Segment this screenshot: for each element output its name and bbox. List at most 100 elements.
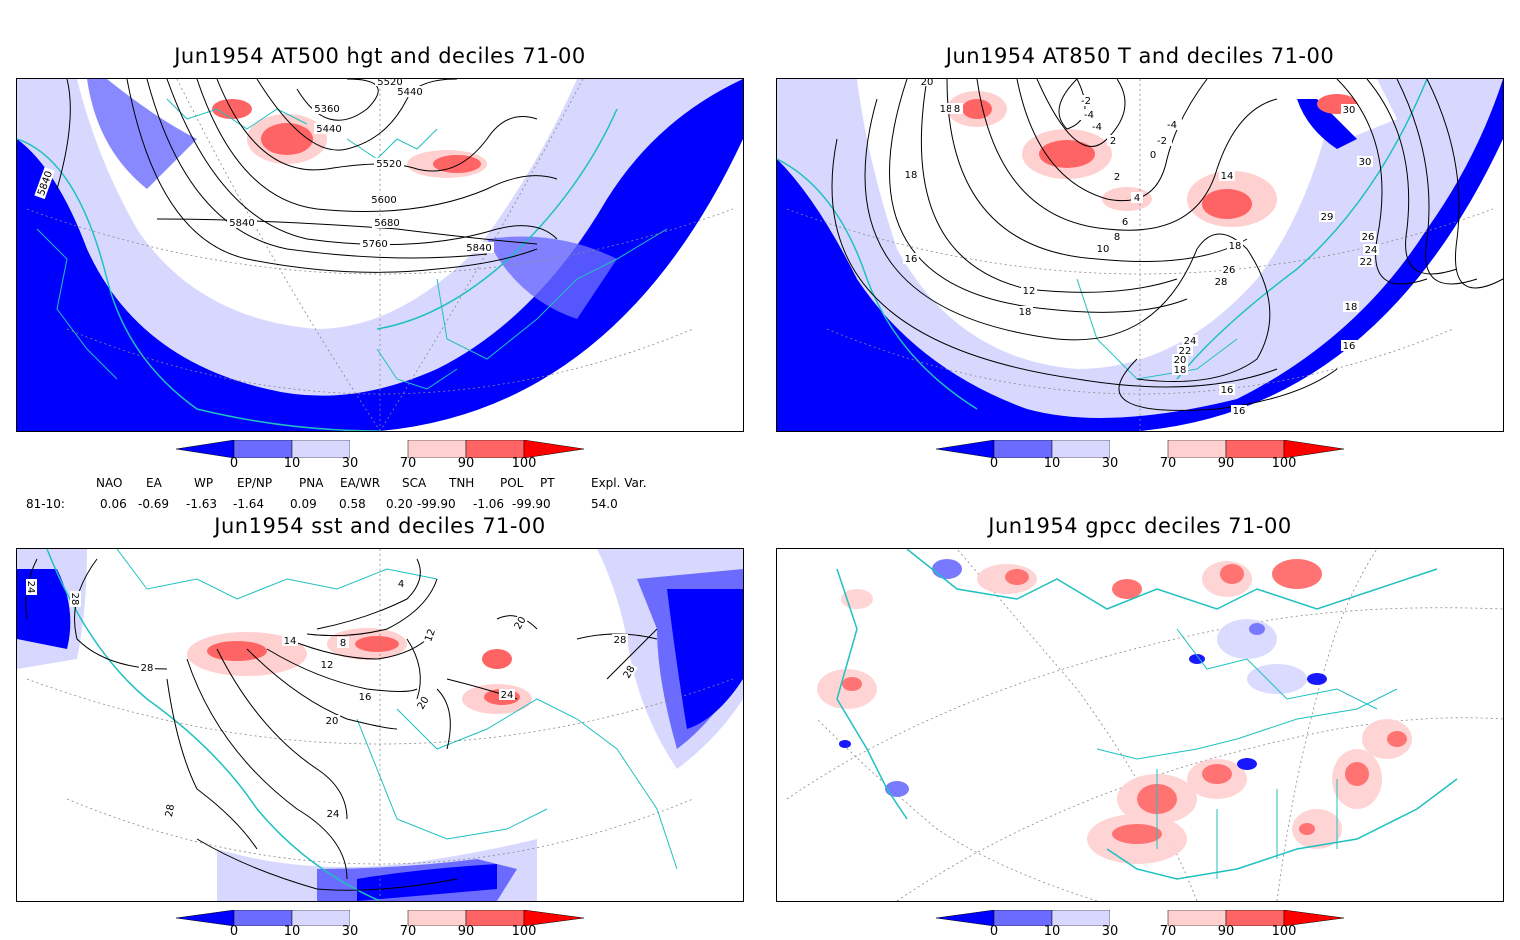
map-hgt500: 5520 5360 5440 5440 5520 5600 5680 5760 … (17, 79, 743, 431)
contour-label: 28 (69, 593, 80, 606)
contour-label: 20 (326, 716, 339, 727)
colorbar-t850: 0 10 30 70 90 100 (935, 439, 1346, 476)
map-t850: 20 18 8 -2 -4 -4 -2 -4 2 0 2 4 6 8 10 12… (777, 79, 1503, 431)
contour-label: 29 (1321, 212, 1334, 223)
contour-label: 5520 (376, 159, 401, 170)
colorbar-tick: 90 (457, 456, 475, 471)
panel-title-sst: Jun1954 sst and deciles 71-00 (214, 514, 546, 538)
contour-label: 16 (359, 692, 372, 703)
contour-label: 20 (921, 79, 934, 88)
contour-label: 28 (1215, 277, 1228, 288)
index-header: POL (500, 476, 524, 490)
contour-label: 24 (25, 581, 36, 594)
contour-label: -4 (1167, 120, 1177, 131)
index-header: WP (194, 476, 214, 490)
index-value: -0.69 (138, 497, 170, 511)
index-value: -1.63 (186, 497, 218, 511)
contour-label: 18 (1345, 302, 1358, 313)
contour-label: 2 (1114, 172, 1120, 183)
index-header: EP/NP (237, 476, 273, 490)
contour-label: 6 (1122, 217, 1128, 228)
colorbar-tick: 90 (1217, 456, 1235, 471)
colorbar-tick: 10 (283, 924, 301, 939)
contour-label: -4 (1084, 110, 1094, 121)
colorbar-swatches (935, 909, 1345, 927)
contour-label: 5440 (316, 124, 341, 135)
contour-label: 24 (327, 809, 340, 820)
map-panel-sst: 24 28 28 28 28 28 24 20 16 12 8 4 12 14 … (16, 548, 744, 902)
colorbar-swatches (175, 909, 585, 927)
contour-label: 8 (340, 638, 346, 649)
colorbar-tick: 100 (1271, 456, 1297, 471)
contour-label: 22 (1179, 346, 1192, 357)
contour-label: 14 (1221, 171, 1234, 182)
index-value: 54.0 (591, 497, 618, 511)
contour-label: 16 (905, 254, 918, 265)
index-header: SCA (402, 476, 427, 490)
colorbar-swatches (175, 439, 585, 459)
colorbar-tick: 70 (1159, 456, 1177, 471)
index-header: NAO (96, 476, 123, 490)
panel-title-t850: Jun1954 AT850 T and deciles 71-00 (945, 44, 1335, 68)
colorbar-tick: 30 (1101, 924, 1119, 939)
contour-label: 5600 (371, 195, 396, 206)
colorbar-tick: 90 (457, 924, 475, 939)
colorbar-tick: 100 (511, 456, 537, 471)
index-header: TNH (449, 476, 475, 490)
contour-label: 26 (1223, 265, 1236, 276)
colorbar-sst: 0 10 30 70 90 100 (175, 909, 586, 940)
colorbar-tick: 0 (229, 924, 239, 939)
colorbar-tick: 10 (283, 456, 301, 471)
colorbar-tick: 70 (1159, 924, 1177, 939)
contour-label: 5840 (466, 243, 491, 254)
panel-title-gpcc: Jun1954 gpcc deciles 71-00 (988, 514, 1292, 538)
contour-label: 5680 (374, 218, 399, 229)
index-header: PNA (299, 476, 324, 490)
index-value: -1.06 (473, 497, 505, 511)
contour-label: 5840 (229, 218, 254, 229)
index-value: 0.06 (100, 497, 127, 511)
colorbar-tick: 30 (341, 924, 359, 939)
contour-label: -2 (1157, 136, 1167, 147)
colorbar-tick: 30 (341, 456, 359, 471)
map-panel-t850: 20 18 8 -2 -4 -4 -2 -4 2 0 2 4 6 8 10 12… (776, 78, 1504, 432)
contour-label: 30 (1359, 157, 1372, 168)
index-value: -99.90 (417, 497, 456, 511)
index-header: PT (540, 476, 555, 490)
colorbar-tick: 0 (989, 924, 999, 939)
contour-label: 8 (1114, 232, 1120, 243)
colorbar-tick: 30 (1101, 456, 1119, 471)
colorbar-tick: 10 (1043, 924, 1061, 939)
colorbar-tick: 100 (511, 924, 537, 939)
contour-label: 20 (1174, 355, 1187, 366)
contour-label: 12 (321, 660, 334, 671)
map-sst: 24 28 28 28 28 28 24 20 16 12 8 4 12 14 … (17, 549, 743, 901)
contour-label: 24 (1365, 245, 1378, 256)
index-row-label: 81-10: (26, 497, 65, 511)
contour-label: 2 (1110, 136, 1116, 147)
contour-label: 24 (1184, 336, 1197, 347)
contour-label: 5760 (362, 239, 387, 250)
map-panel-hgt500: 5520 5360 5440 5440 5520 5600 5680 5760 … (16, 78, 744, 432)
colorbar-tick: 90 (1217, 924, 1235, 939)
contour-label: 8 (954, 104, 960, 115)
contour-label: 16 (1221, 385, 1234, 396)
contour-label: -4 (1092, 122, 1102, 133)
map-gpcc (786, 549, 1503, 901)
contour-label: 16 (1343, 341, 1356, 352)
contour-label: 18 (940, 104, 953, 115)
contour-label: 0 (1150, 150, 1156, 161)
index-value: -99.90 (512, 497, 551, 511)
contour-label: 4 (398, 579, 404, 590)
colorbar-tick: 70 (399, 456, 417, 471)
contour-label: 24 (501, 690, 514, 701)
contour-label: 5360 (314, 104, 339, 115)
contour-label: 16 (1233, 406, 1246, 417)
colorbar-swatches (935, 439, 1345, 459)
contour-label: 12 (1023, 286, 1036, 297)
contour-label: 22 (1360, 257, 1373, 268)
contour-label: 28 (164, 804, 177, 818)
colorbar-tick: 0 (989, 456, 999, 471)
contour-label: 26 (1362, 232, 1375, 243)
index-header: Expl. Var. (591, 476, 647, 490)
